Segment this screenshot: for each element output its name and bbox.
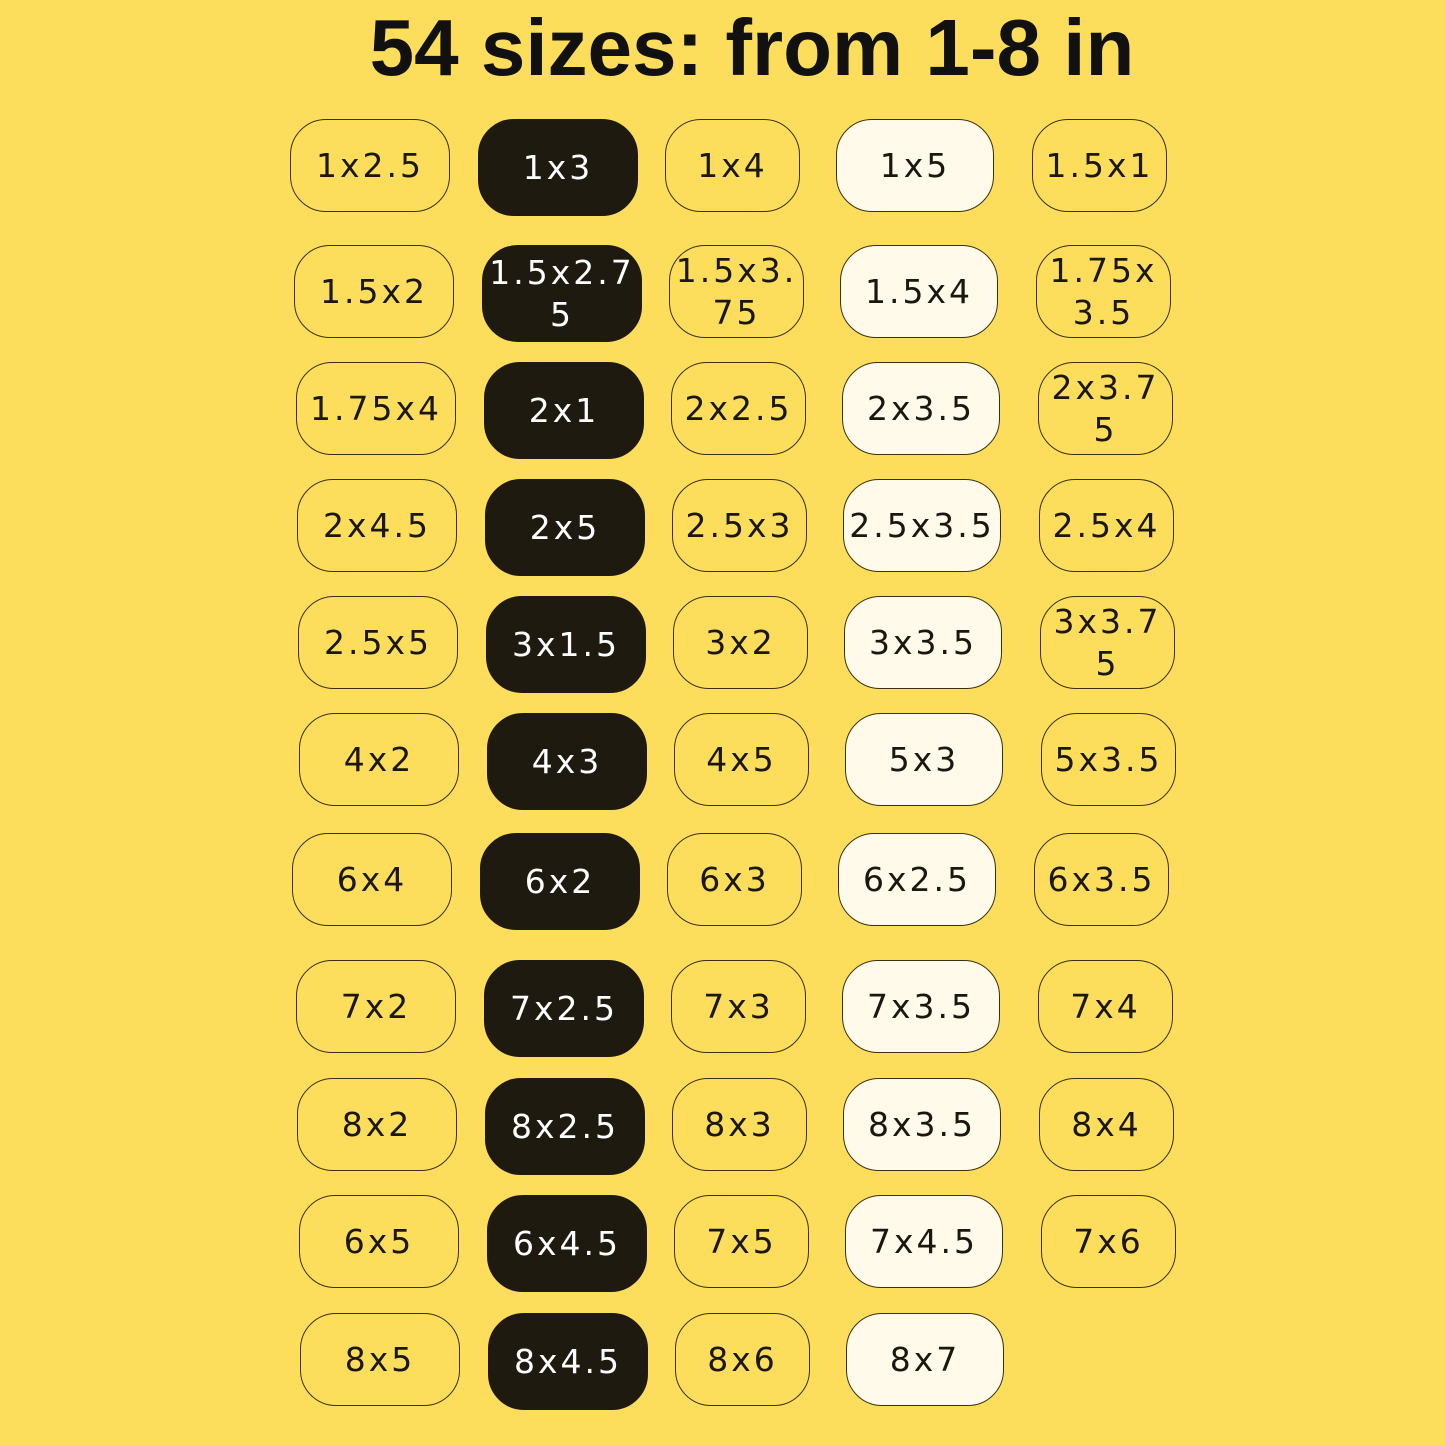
size-option[interactable]: 1x4 <box>665 119 800 212</box>
size-option[interactable]: 6x2 <box>480 833 640 930</box>
size-option[interactable]: 3x3.75 <box>1040 596 1175 689</box>
size-option[interactable]: 6x5 <box>299 1195 459 1288</box>
size-option[interactable]: 2x2.5 <box>671 362 806 455</box>
size-option[interactable]: 2x3.75 <box>1038 362 1173 455</box>
size-option[interactable]: 7x4.5 <box>845 1195 1003 1288</box>
size-option[interactable]: 6x3.5 <box>1034 833 1169 926</box>
size-option[interactable]: 6x4 <box>292 833 452 926</box>
size-option[interactable]: 8x2 <box>297 1078 457 1171</box>
size-option[interactable]: 1x5 <box>836 119 994 212</box>
size-option[interactable]: 7x4 <box>1038 960 1173 1053</box>
size-option[interactable]: 7x5 <box>674 1195 809 1288</box>
size-option[interactable]: 1.75x4 <box>296 362 456 455</box>
size-option[interactable]: 8x3 <box>672 1078 807 1171</box>
size-option[interactable]: 7x3 <box>671 960 806 1053</box>
size-option[interactable]: 7x2.5 <box>484 960 644 1057</box>
size-option[interactable]: 7x6 <box>1041 1195 1176 1288</box>
page-title: 54 sizes: from 1-8 in <box>369 3 1135 92</box>
size-option[interactable]: 1x2.5 <box>290 119 450 212</box>
size-option[interactable]: 2.5x5 <box>298 596 458 689</box>
size-option[interactable]: 8x6 <box>675 1313 810 1406</box>
size-option[interactable]: 7x3.5 <box>842 960 1000 1053</box>
size-option[interactable]: 2x5 <box>485 479 645 576</box>
size-option[interactable]: 7x2 <box>296 960 456 1053</box>
size-option[interactable]: 1.5x2.75 <box>482 245 642 342</box>
size-option[interactable]: 2.5x3.5 <box>843 479 1001 572</box>
size-option[interactable]: 8x5 <box>300 1313 460 1406</box>
size-option[interactable]: 6x4.5 <box>487 1195 647 1292</box>
size-option[interactable]: 8x7 <box>846 1313 1004 1406</box>
size-option[interactable]: 6x2.5 <box>838 833 996 926</box>
size-option[interactable]: 3x1.5 <box>486 596 646 693</box>
size-option[interactable]: 1.5x1 <box>1032 119 1167 212</box>
size-option[interactable]: 1.5x3.75 <box>669 245 804 338</box>
size-option[interactable]: 3x2 <box>673 596 808 689</box>
size-option[interactable]: 8x2.5 <box>485 1078 645 1175</box>
size-option[interactable]: 1x3 <box>478 119 638 216</box>
size-option[interactable]: 8x3.5 <box>843 1078 1001 1171</box>
size-option[interactable]: 5x3 <box>845 713 1003 806</box>
size-option[interactable]: 3x3.5 <box>844 596 1002 689</box>
size-option[interactable]: 1.5x4 <box>840 245 998 338</box>
size-option[interactable]: 8x4 <box>1039 1078 1174 1171</box>
size-option[interactable]: 1.5x2 <box>294 245 454 338</box>
size-option[interactable]: 2.5x4 <box>1039 479 1174 572</box>
size-option[interactable]: 6x3 <box>667 833 802 926</box>
size-option[interactable]: 2x3.5 <box>842 362 1000 455</box>
size-option[interactable]: 2x1 <box>484 362 644 459</box>
size-option[interactable]: 2.5x3 <box>672 479 807 572</box>
size-option[interactable]: 4x3 <box>487 713 647 810</box>
size-option[interactable]: 5x3.5 <box>1041 713 1176 806</box>
size-option[interactable]: 2x4.5 <box>297 479 457 572</box>
size-option[interactable]: 8x4.5 <box>488 1313 648 1410</box>
size-option[interactable]: 4x2 <box>299 713 459 806</box>
size-option[interactable]: 1.75x3.5 <box>1036 245 1171 338</box>
size-option[interactable]: 4x5 <box>674 713 809 806</box>
